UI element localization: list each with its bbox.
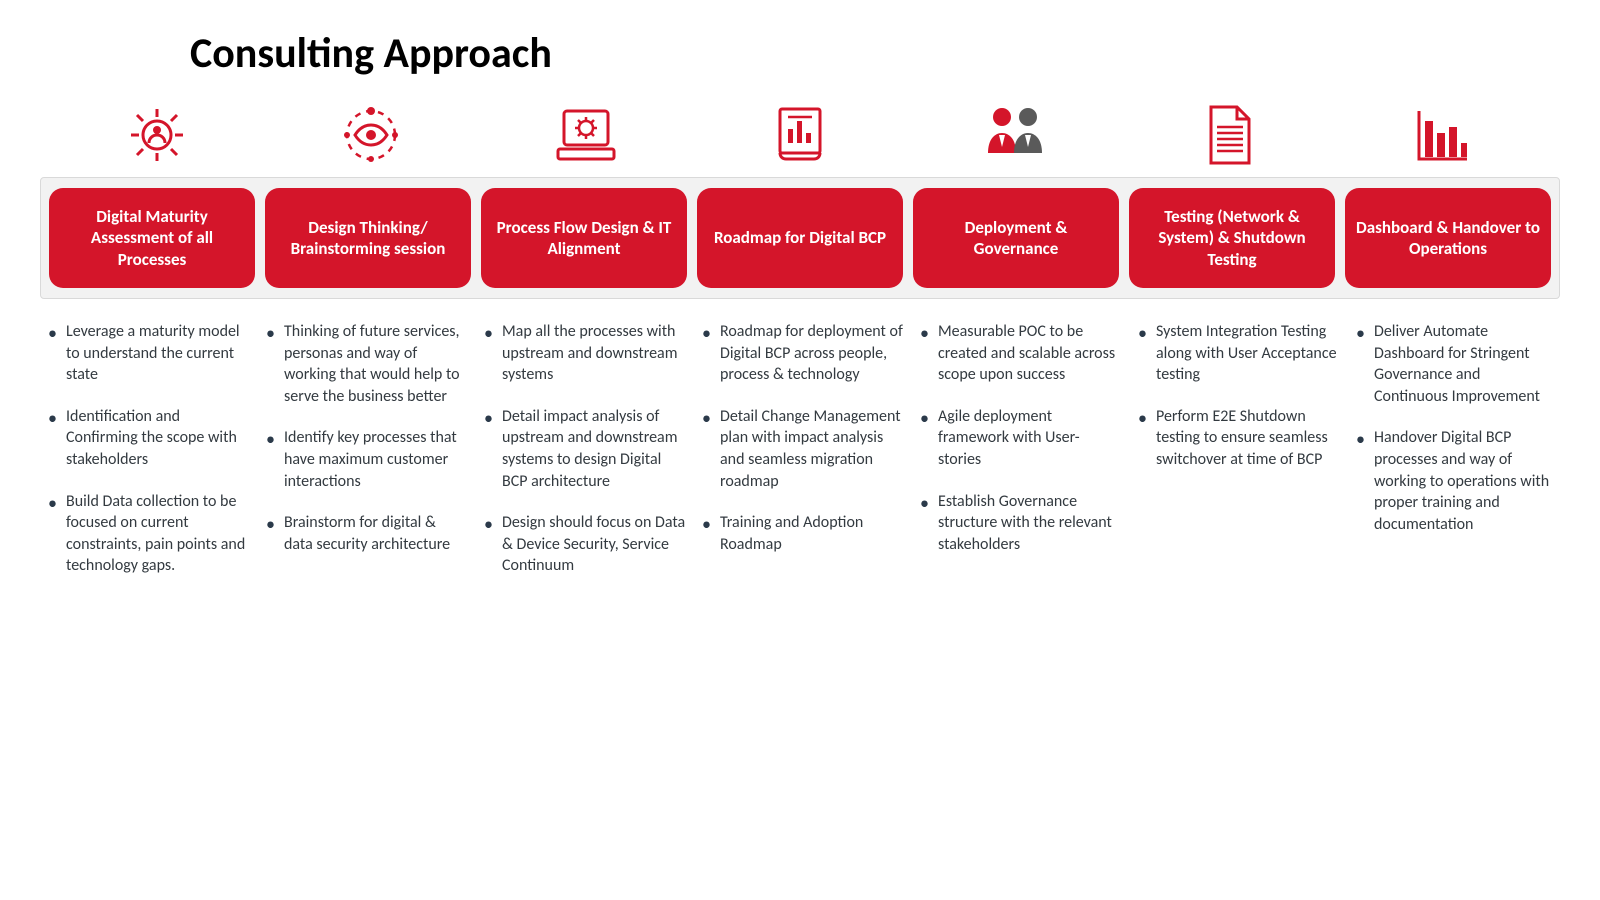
bullet-item: Build Data collection to be focused on c… (42, 491, 250, 577)
stage-bullets: Thinking of future services, personas an… (260, 321, 468, 597)
stage-label: Process Flow Design & IT Alignment (481, 188, 687, 288)
document-lines-icon (1121, 97, 1335, 167)
laptop-gear-icon (479, 97, 693, 167)
stage-label: Dashboard & Handover to Operations (1345, 188, 1551, 288)
stage-label: Deployment & Governance (913, 188, 1119, 288)
stage-label: Roadmap for Digital BCP (697, 188, 903, 288)
bullet-item: Deliver Automate Dashboard for Stringent… (1350, 321, 1558, 407)
bullet-item: Agile deployment framework with User-sto… (914, 406, 1122, 471)
bullet-item: System Integration Testing along with Us… (1132, 321, 1340, 386)
stage-bullets: Roadmap for deployment of Digital BCP ac… (696, 321, 904, 597)
stage-label: Testing (Network & System) & Shutdown Te… (1129, 188, 1335, 288)
bullet-item: Perform E2E Shutdown testing to ensure s… (1132, 406, 1340, 471)
stage-bullets: Leverage a maturity model to understand … (42, 321, 250, 597)
chart-sheet-icon (693, 97, 907, 167)
bar-chart-icon (1336, 97, 1550, 167)
stage-bullets: Measurable POC to be created and scalabl… (914, 321, 1122, 597)
gear-person-icon (50, 97, 264, 167)
bullet-item: Measurable POC to be created and scalabl… (914, 321, 1122, 386)
bullet-item: Establish Governance structure with the … (914, 491, 1122, 556)
bullet-item: Brainstorm for digital & data security a… (260, 512, 468, 555)
stage-label: Digital Maturity Assessment of all Proce… (49, 188, 255, 288)
bullet-item: Detail Change Management plan with impac… (696, 406, 904, 492)
bullet-item: Detail impact analysis of upstream and d… (478, 406, 686, 492)
icons-row (40, 97, 1560, 167)
bullets-row: Leverage a maturity model to understand … (40, 321, 1560, 597)
bullet-item: Handover Digital BCP processes and way o… (1350, 427, 1558, 535)
bullet-item: Training and Adoption Roadmap (696, 512, 904, 555)
bullet-item: Identify key processes that have maximum… (260, 427, 468, 492)
bullet-item: Roadmap for deployment of Digital BCP ac… (696, 321, 904, 386)
bullet-item: Identification and Confirming the scope … (42, 406, 250, 471)
bullet-item: Thinking of future services, personas an… (260, 321, 468, 407)
stage-bullets: Map all the processes with upstream and … (478, 321, 686, 597)
two-people-icon (907, 97, 1121, 167)
stage-bullets: System Integration Testing along with Us… (1132, 321, 1340, 597)
page-title: Consulting Approach (190, 28, 1560, 79)
bullet-item: Design should focus on Data & Device Sec… (478, 512, 686, 577)
bullet-item: Leverage a maturity model to understand … (42, 321, 250, 386)
stage-label: Design Thinking/ Brainstorming session (265, 188, 471, 288)
labels-bar: Digital Maturity Assessment of all Proce… (40, 177, 1560, 299)
stage-bullets: Deliver Automate Dashboard for Stringent… (1350, 321, 1558, 597)
eye-orbit-icon (264, 97, 478, 167)
bullet-item: Map all the processes with upstream and … (478, 321, 686, 386)
